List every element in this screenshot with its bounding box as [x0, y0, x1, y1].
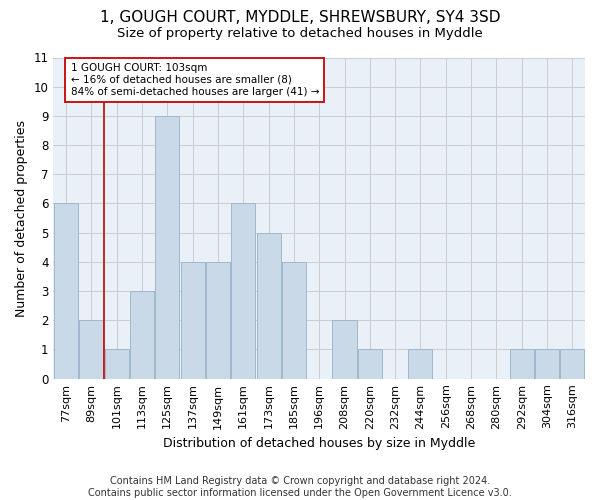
Bar [155, 116, 179, 378]
Bar [535, 350, 559, 378]
Bar [231, 204, 255, 378]
Bar [79, 320, 103, 378]
Bar [509, 350, 534, 378]
Bar [206, 262, 230, 378]
Text: 1, GOUGH COURT, MYDDLE, SHREWSBURY, SY4 3SD: 1, GOUGH COURT, MYDDLE, SHREWSBURY, SY4 … [100, 10, 500, 25]
Bar [257, 232, 281, 378]
Text: Size of property relative to detached houses in Myddle: Size of property relative to detached ho… [117, 28, 483, 40]
Bar [54, 204, 78, 378]
Bar [358, 350, 382, 378]
Bar [282, 262, 306, 378]
Text: Contains HM Land Registry data © Crown copyright and database right 2024.
Contai: Contains HM Land Registry data © Crown c… [88, 476, 512, 498]
X-axis label: Distribution of detached houses by size in Myddle: Distribution of detached houses by size … [163, 437, 475, 450]
Bar [560, 350, 584, 378]
Bar [181, 262, 205, 378]
Y-axis label: Number of detached properties: Number of detached properties [15, 120, 28, 316]
Text: 1 GOUGH COURT: 103sqm
← 16% of detached houses are smaller (8)
84% of semi-detac: 1 GOUGH COURT: 103sqm ← 16% of detached … [71, 64, 319, 96]
Bar [104, 350, 129, 378]
Bar [130, 291, 154, 378]
Bar [409, 350, 433, 378]
Bar [332, 320, 356, 378]
